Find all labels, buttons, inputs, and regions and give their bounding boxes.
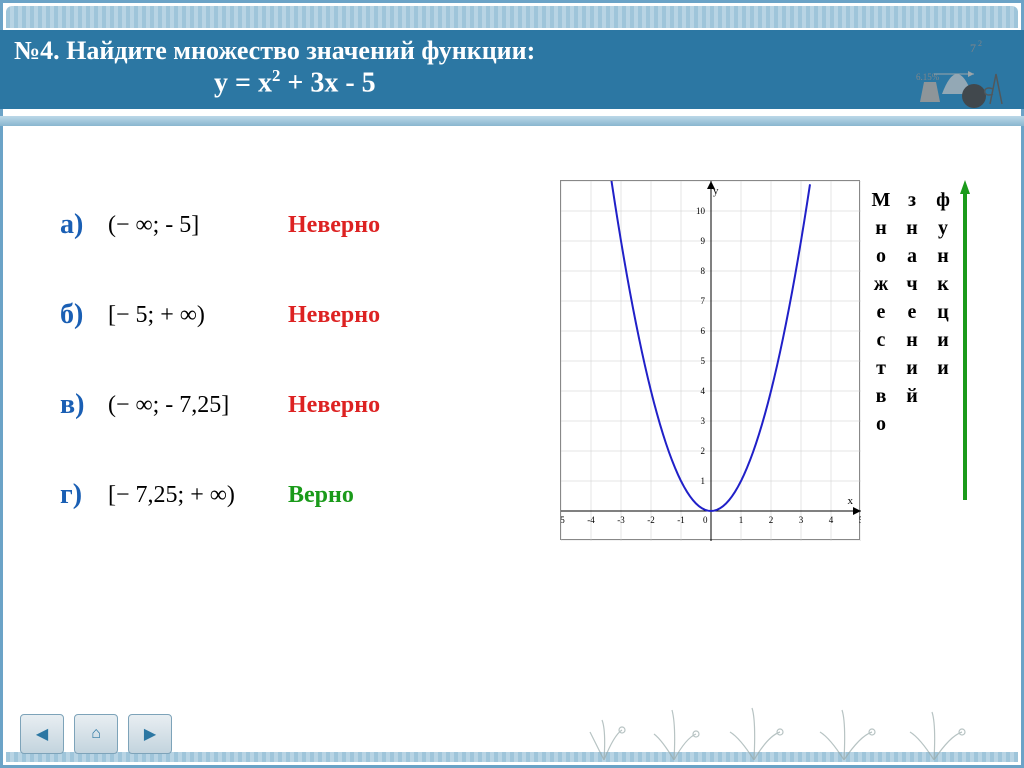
svg-text:3: 3 — [701, 416, 706, 426]
prev-button[interactable]: ◀ — [20, 714, 64, 754]
option-letter: б) — [60, 299, 108, 331]
svg-text:1: 1 — [739, 515, 744, 525]
svg-text:7: 7 — [701, 296, 706, 306]
option-result: Неверно — [288, 212, 380, 239]
option-letter: г) — [60, 479, 108, 511]
svg-text:2: 2 — [769, 515, 774, 525]
option-expression: [− 5; + ∞) — [108, 302, 288, 329]
next-icon: ▶ — [144, 724, 156, 744]
y-axis-label: y — [713, 185, 719, 197]
option-expression: [− 7,25; + ∞) — [108, 482, 288, 509]
svg-text:6: 6 — [701, 326, 706, 336]
option-letter: в) — [60, 389, 108, 421]
range-label-vertical: Множество значений функции — [870, 186, 956, 438]
next-button[interactable]: ▶ — [128, 714, 172, 754]
option-result: Верно — [288, 482, 354, 509]
function-graph: -5 -4 -3 -2 -1 1 2 3 4 5 1 2 3 4 5 6 7 8 9 10 0 y x — [560, 180, 860, 540]
option-letter: а) — [60, 209, 108, 241]
option-row[interactable]: а) (− ∞; - 5] Неверно — [60, 180, 540, 270]
plants-decoration-icon — [584, 690, 1004, 760]
graph-svg: -5 -4 -3 -2 -1 1 2 3 4 5 1 2 3 4 5 6 7 8 9 10 0 — [561, 181, 861, 541]
nav-bar: ◀ ⌂ ▶ — [20, 714, 172, 754]
svg-text:2: 2 — [701, 446, 706, 456]
svg-text:10: 10 — [696, 206, 706, 216]
svg-text:8: 8 — [701, 266, 706, 276]
home-button[interactable]: ⌂ — [74, 714, 118, 754]
svg-text:-1: -1 — [677, 515, 685, 525]
title-line1: №4. Найдите множество значений функции: — [14, 36, 1010, 66]
svg-text:-3: -3 — [617, 515, 625, 525]
option-row[interactable]: б) [− 5; + ∞) Неверно — [60, 270, 540, 360]
option-row[interactable]: г) [− 7,25; + ∞) Верно — [60, 450, 540, 540]
range-arrow-icon — [960, 180, 970, 500]
svg-text:2: 2 — [978, 39, 982, 48]
options-list: а) (− ∞; - 5] Неверно б) [− 5; + ∞) Неве… — [60, 180, 540, 540]
svg-text:-2: -2 — [647, 515, 655, 525]
svg-text:0: 0 — [703, 515, 708, 525]
title-underline — [0, 116, 1024, 126]
title-bar: №4. Найдите множество значений функции: … — [0, 30, 1024, 109]
svg-text:1: 1 — [701, 476, 706, 486]
corner-art-icon: 7 2 6.15% — [912, 34, 1012, 114]
svg-text:5: 5 — [701, 356, 706, 366]
home-icon: ⌂ — [91, 725, 101, 743]
svg-text:3: 3 — [799, 515, 804, 525]
option-row[interactable]: в) (− ∞; - 7,25] Неверно — [60, 360, 540, 450]
title-line2: у = х2 + 3х - 5 — [14, 66, 1010, 99]
option-result: Неверно — [288, 392, 380, 419]
option-expression: (− ∞; - 5] — [108, 212, 288, 239]
svg-text:9: 9 — [701, 236, 706, 246]
svg-text:7: 7 — [970, 41, 976, 55]
svg-text:-5: -5 — [561, 515, 565, 525]
top-decoration — [6, 6, 1018, 28]
option-expression: (− ∞; - 7,25] — [108, 392, 288, 419]
prev-icon: ◀ — [36, 724, 48, 744]
svg-text:5: 5 — [859, 515, 861, 525]
svg-text:-4: -4 — [587, 515, 595, 525]
svg-text:4: 4 — [701, 386, 706, 396]
option-result: Неверно — [288, 302, 380, 329]
svg-text:4: 4 — [829, 515, 834, 525]
x-axis-label: x — [848, 495, 854, 507]
